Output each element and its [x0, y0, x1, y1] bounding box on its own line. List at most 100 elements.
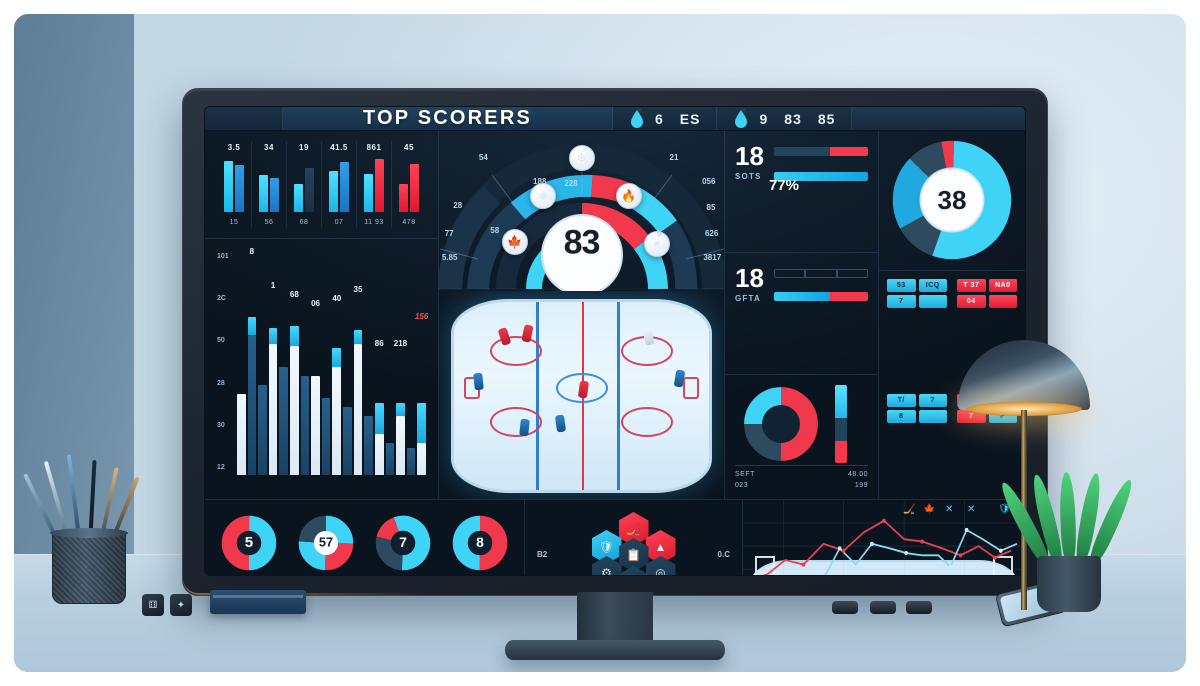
tile[interactable]: 7	[887, 295, 916, 308]
pen-cup	[23, 454, 140, 604]
small-donut-item[interactable]: 7 1:ES	[367, 514, 440, 575]
bar-group: 45 478	[392, 141, 426, 228]
big-donut-panel[interactable]: 38	[879, 131, 1025, 271]
bar-group-label: 861	[366, 143, 382, 152]
percent-donut-value: 77%	[769, 177, 800, 194]
hockey-rink	[451, 299, 712, 493]
tile[interactable]: NA0	[988, 279, 1017, 292]
linechart-and-table-column: 🏒 🍁 ✕ ✕ 🛡	[743, 500, 1025, 575]
small-donut-value-text: 57	[319, 534, 333, 549]
bar-group-label: 19	[299, 143, 309, 152]
kpi-value: 18	[735, 141, 764, 171]
column: 35	[353, 249, 363, 475]
stats-icon[interactable]: ▤	[618, 566, 649, 575]
bar-group-foot: 15	[229, 219, 239, 226]
gauge-tick: 188	[533, 177, 547, 186]
player	[473, 373, 485, 391]
plant-pot	[1037, 556, 1101, 612]
hex-right-label: 0.C	[717, 550, 730, 559]
small-donut-item[interactable]: 8 1:ES	[443, 514, 516, 575]
header-stat-group-2[interactable]: 9 83 85	[717, 107, 853, 130]
column: 06	[311, 249, 320, 475]
faceoff-circle	[489, 407, 542, 438]
donut-footer-right-2: 199	[854, 481, 868, 489]
small-donut-item[interactable]: 57 128	[290, 514, 363, 576]
column-chart[interactable]: 101 2C 50 28 30 12	[205, 239, 438, 499]
tile[interactable]: 8	[887, 409, 916, 423]
small-donut-item[interactable]: 5 18	[213, 514, 286, 576]
tile[interactable]: ICQ	[918, 279, 947, 292]
faceoff-circle	[621, 407, 674, 438]
tile[interactable]: T 37	[957, 279, 986, 292]
lamp-shade	[958, 340, 1090, 410]
flame-icon[interactable]: 🔥	[615, 183, 642, 209]
goal-net-right	[993, 556, 1013, 575]
gauge-tick: 58	[490, 226, 500, 235]
header-stat-1-b: ES	[679, 110, 701, 127]
gauge-tick: 056	[702, 177, 716, 186]
kpi-bars	[773, 143, 868, 188]
page-title-text: TOP SCORERS	[362, 107, 533, 129]
gauge-tick: 21	[669, 153, 679, 162]
bar-group-foot: 56	[264, 219, 274, 226]
sticks-icon: ✕	[967, 504, 976, 515]
cup-body	[52, 530, 126, 604]
tile[interactable]	[988, 295, 1017, 308]
y-tick: 28	[217, 379, 225, 387]
center-column: 83 ❄ ❅ 🔥 🍁 ✶ 54 28 77 5.85	[439, 131, 725, 499]
kpi-card[interactable]: 18 GFTA	[725, 253, 878, 375]
percent-donut-panel[interactable]: 77% SEFT 023	[725, 177, 878, 499]
column	[321, 249, 331, 475]
column-label: 35	[353, 285, 363, 295]
paired-bar-chart[interactable]: 3.5 15 34 56	[205, 131, 438, 239]
computer-monitor: TOP SCORERS 6 ES	[182, 88, 1048, 660]
small-donut-caption: 18	[245, 575, 254, 576]
snowflake-icon[interactable]: ❄	[568, 145, 595, 171]
header-left-spacer	[205, 107, 283, 130]
kpi-card[interactable]: 18 SOTS	[725, 131, 878, 253]
kpi-value: 18	[735, 263, 764, 293]
column	[237, 249, 246, 475]
header-stat-group-1[interactable]: 6 ES	[613, 107, 718, 130]
small-donut: 57	[298, 515, 354, 571]
column-label: 06	[311, 298, 321, 308]
tile[interactable]: 53	[887, 279, 916, 292]
column-label: 40	[332, 294, 342, 304]
dice: ⚅	[142, 594, 164, 616]
small-donut-value-text: 8	[476, 534, 484, 550]
gauge-tick: 228	[564, 179, 578, 188]
target-icon[interactable]: ◎	[645, 556, 676, 575]
dashboard-row-bottom: 5 18	[205, 500, 1025, 576]
tile[interactable]: 7	[918, 393, 947, 407]
bar-group: 19 68	[287, 141, 322, 228]
tile[interactable]: 04	[957, 295, 986, 308]
column	[279, 249, 289, 475]
radial-gauge-panel[interactable]: 83 ❄ ❅ 🔥 🍁 ✶ 54 28 77 5.85	[439, 131, 724, 291]
hex-cluster: B2 0.C 🏒 ▲ 🛡 📋 ⚙ ◎ ▤	[533, 506, 734, 575]
column	[343, 249, 352, 475]
tile[interactable]	[918, 409, 947, 423]
column: 86	[375, 249, 384, 475]
bar-group: 41.5 07	[322, 141, 357, 228]
tile[interactable]	[918, 295, 947, 308]
star-icon[interactable]: ✶	[644, 231, 671, 257]
line-chart-panel[interactable]: 🏒 🍁 ✕ ✕ 🛡	[743, 500, 1025, 575]
small-donut-caption: 128	[320, 575, 333, 576]
small-donut-value-text: 5	[245, 534, 253, 551]
monitor-stand-neck	[577, 592, 653, 644]
y-tick: 2C	[217, 295, 226, 303]
snow-icon[interactable]: ❅	[530, 183, 557, 209]
clipboard-icon[interactable]: 📋	[618, 538, 649, 572]
goal-net-right	[682, 377, 699, 400]
maple-leaf-icon[interactable]: 🍁	[501, 229, 528, 255]
gear-icon[interactable]: ⚙	[591, 556, 622, 575]
gauge-value: 83	[563, 223, 601, 262]
bar-group-foot: 478	[402, 219, 416, 226]
rink-visualization-panel[interactable]	[439, 291, 724, 499]
donut-footer-right-1: 48.00	[847, 471, 868, 478]
gauge-tick: 85	[706, 203, 716, 212]
monitor-screen: TOP SCORERS 6 ES	[204, 106, 1026, 576]
tile[interactable]: T/	[887, 393, 916, 407]
bar-group-label: 41.5	[330, 143, 348, 152]
